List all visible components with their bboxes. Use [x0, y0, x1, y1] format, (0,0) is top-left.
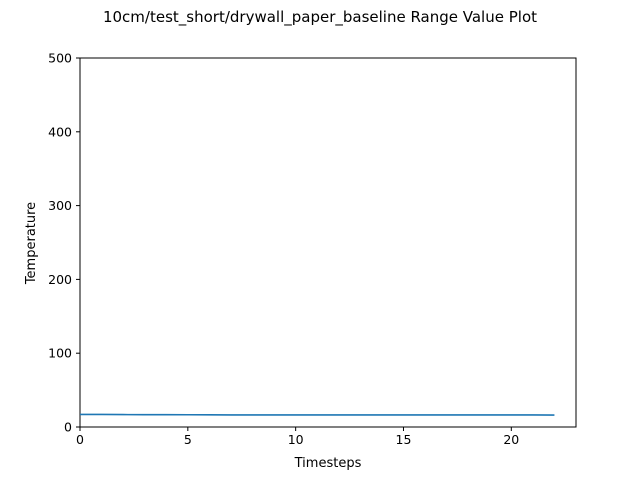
plot-area — [79, 57, 577, 428]
y-tick-label: 0 — [64, 420, 72, 435]
y-tick-label: 400 — [48, 124, 72, 139]
x-tick-label: 15 — [396, 432, 412, 447]
y-axis-ticks: 0 100 200 300 400 500 — [48, 51, 80, 435]
x-tick-label: 20 — [503, 432, 519, 447]
y-tick-label: 500 — [48, 51, 72, 66]
series-layer — [80, 413, 555, 416]
x-axis-ticks: 0 5 10 15 20 — [76, 427, 519, 447]
x-axis-title: Timesteps — [294, 456, 362, 471]
series-line-0 — [80, 413, 555, 416]
plot-frame — [79, 57, 577, 428]
x-tick-label: 10 — [288, 432, 304, 447]
y-axis-title: Temperature — [24, 202, 39, 285]
y-tick-label: 300 — [48, 198, 72, 213]
x-tick-label: 5 — [184, 432, 192, 447]
chart-title: 10cm/test_short/drywall_paper_baseline R… — [103, 8, 537, 27]
x-tick-label: 0 — [76, 432, 84, 447]
y-tick-label: 200 — [48, 272, 72, 287]
y-tick-label: 100 — [48, 346, 72, 361]
